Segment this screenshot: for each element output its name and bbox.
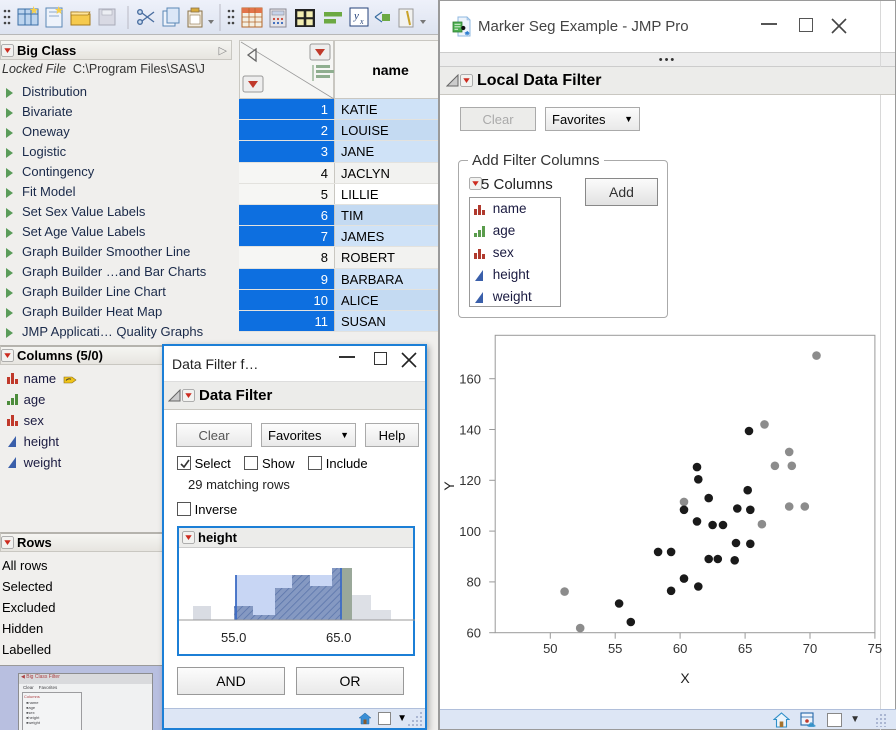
- svg-text:x: x: [359, 17, 364, 26]
- svg-text:80: 80: [467, 575, 481, 590]
- svg-text:100: 100: [459, 524, 481, 539]
- svg-text:70: 70: [803, 641, 817, 656]
- svg-text:50: 50: [543, 641, 557, 656]
- svg-text:y: y: [353, 10, 359, 22]
- svg-text:160: 160: [459, 372, 481, 387]
- svg-text:60: 60: [467, 626, 481, 641]
- svg-text:X: X: [680, 670, 690, 686]
- svg-text:Y: Y: [441, 481, 457, 491]
- svg-text:55: 55: [608, 641, 622, 656]
- svg-text:140: 140: [459, 422, 481, 437]
- svg-text:120: 120: [459, 473, 481, 488]
- svg-text:65: 65: [738, 641, 752, 656]
- svg-text:60: 60: [673, 641, 687, 656]
- svg-text:75: 75: [868, 641, 882, 656]
